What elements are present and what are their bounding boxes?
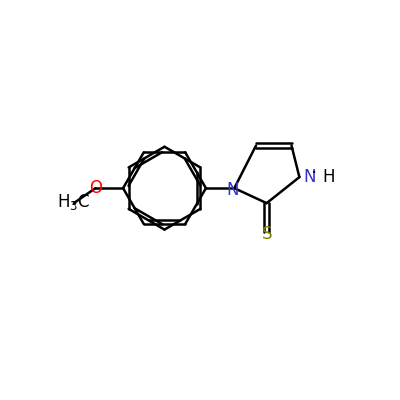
Text: N: N [226,181,239,199]
Text: N: N [303,168,316,186]
Text: O: O [89,179,102,197]
Text: $\mathregular{H_3C}$: $\mathregular{H_3C}$ [57,192,90,212]
Text: S: S [262,224,272,242]
Text: ·: · [311,164,318,184]
Text: H: H [322,168,335,186]
